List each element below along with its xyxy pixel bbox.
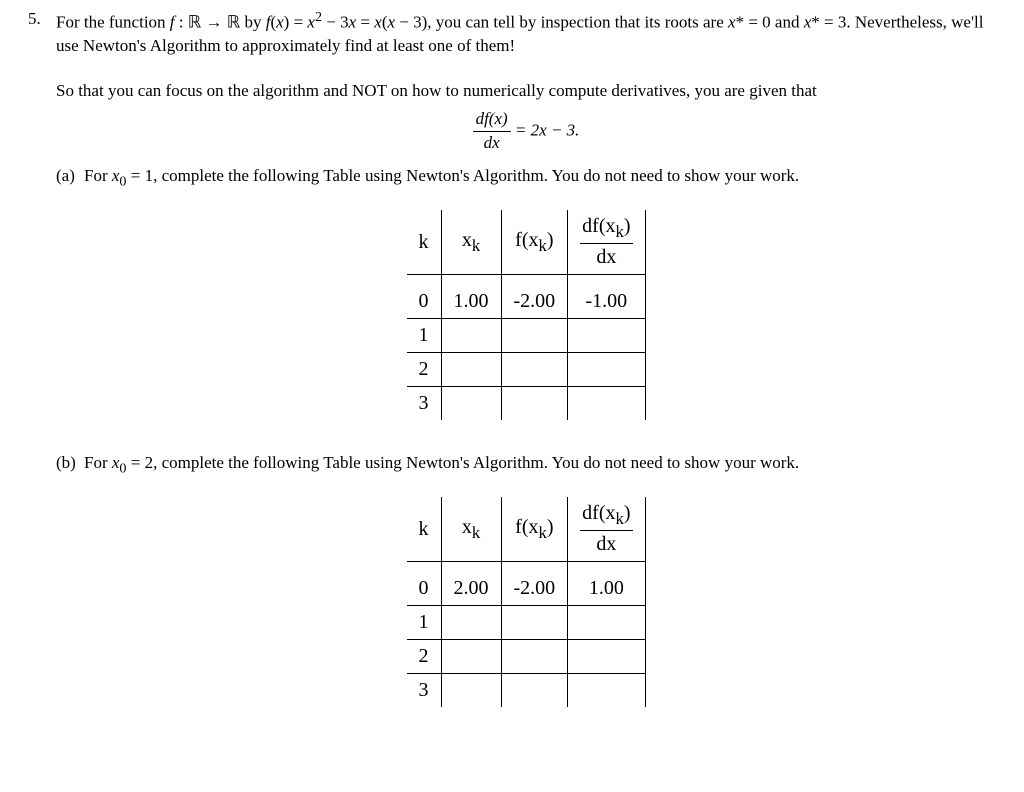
table-cell: 3 — [407, 387, 442, 421]
part-a-label: (a) — [56, 165, 84, 192]
table-row: 1 — [407, 606, 646, 640]
table-cell — [441, 353, 501, 387]
table-cell: 2 — [407, 640, 442, 674]
part-b-label: (b) — [56, 452, 84, 479]
table-cell — [501, 387, 568, 421]
problem-body: For the function f : ℝ → ℝ by f(x) = x2 … — [56, 8, 996, 717]
table-cell: 0 — [407, 572, 442, 606]
table-cell — [501, 606, 568, 640]
table-row: 2 — [407, 353, 646, 387]
col-xk: xk — [441, 210, 501, 275]
table-row: 1 — [407, 319, 646, 353]
table-cell — [441, 319, 501, 353]
deriv-denominator: dx — [473, 132, 511, 155]
col-xk: xk — [441, 497, 501, 562]
table-cell — [441, 674, 501, 708]
table-cell: 0 — [407, 285, 442, 319]
table-cell: -2.00 — [501, 572, 568, 606]
col-k: k — [407, 497, 442, 562]
table-cell — [501, 353, 568, 387]
table-cell — [568, 387, 645, 421]
col-fxk: f(xk) — [501, 497, 568, 562]
table-cell: 1 — [407, 606, 442, 640]
col-k: k — [407, 210, 442, 275]
table-cell — [568, 319, 645, 353]
table-cell — [441, 387, 501, 421]
table-cell — [568, 353, 645, 387]
table-row: 3 — [407, 387, 646, 421]
page: 5. For the function f : ℝ → ℝ by f(x) = … — [0, 0, 1024, 792]
part-b: (b) For x0 = 2, complete the following T… — [56, 452, 996, 479]
table-cell — [441, 640, 501, 674]
table-a: k xk f(xk) df(xk)dx 01.00-2.00-1.00123 — [407, 210, 646, 421]
part-a-text: For x0 = 1, complete the following Table… — [84, 165, 996, 192]
table-cell — [501, 674, 568, 708]
table-cell: 2.00 — [441, 572, 501, 606]
part-a: (a) For x0 = 1, complete the following T… — [56, 165, 996, 192]
table-cell: -2.00 — [501, 285, 568, 319]
col-fxk: f(xk) — [501, 210, 568, 275]
intro-text-2: So that you can focus on the algorithm a… — [56, 80, 996, 103]
table-cell: 1.00 — [568, 572, 645, 606]
table-cell: 2 — [407, 353, 442, 387]
col-dfxk: df(xk)dx — [568, 210, 645, 275]
table-row: 3 — [407, 674, 646, 708]
part-b-text: For x0 = 2, complete the following Table… — [84, 452, 996, 479]
derivative-equation: df(x) dx = 2x − 3. — [56, 108, 996, 155]
table-cell: -1.00 — [568, 285, 645, 319]
table-b-body: 02.00-2.001.00123 — [407, 572, 646, 707]
table-row: 2 — [407, 640, 646, 674]
deriv-rhs: = 2x − 3. — [515, 121, 580, 140]
table-cell — [568, 606, 645, 640]
table-cell: 1.00 — [441, 285, 501, 319]
deriv-numerator: df(x) — [473, 108, 511, 132]
problem-5: 5. For the function f : ℝ → ℝ by f(x) = … — [28, 8, 996, 717]
table-cell: 3 — [407, 674, 442, 708]
table-cell — [501, 319, 568, 353]
table-a-body: 01.00-2.00-1.00123 — [407, 285, 646, 420]
table-cell — [501, 640, 568, 674]
table-row: 02.00-2.001.00 — [407, 572, 646, 606]
table-cell: 1 — [407, 319, 442, 353]
table-cell — [568, 640, 645, 674]
table-row: 01.00-2.00-1.00 — [407, 285, 646, 319]
table-b: k xk f(xk) df(xk)dx 02.00-2.001.00123 — [407, 497, 646, 708]
col-dfxk: df(xk)dx — [568, 497, 645, 562]
table-cell — [568, 674, 645, 708]
table-cell — [441, 606, 501, 640]
intro-text: For the function f : ℝ → ℝ by f(x) = x2 … — [56, 8, 996, 58]
problem-number: 5. — [28, 8, 56, 717]
